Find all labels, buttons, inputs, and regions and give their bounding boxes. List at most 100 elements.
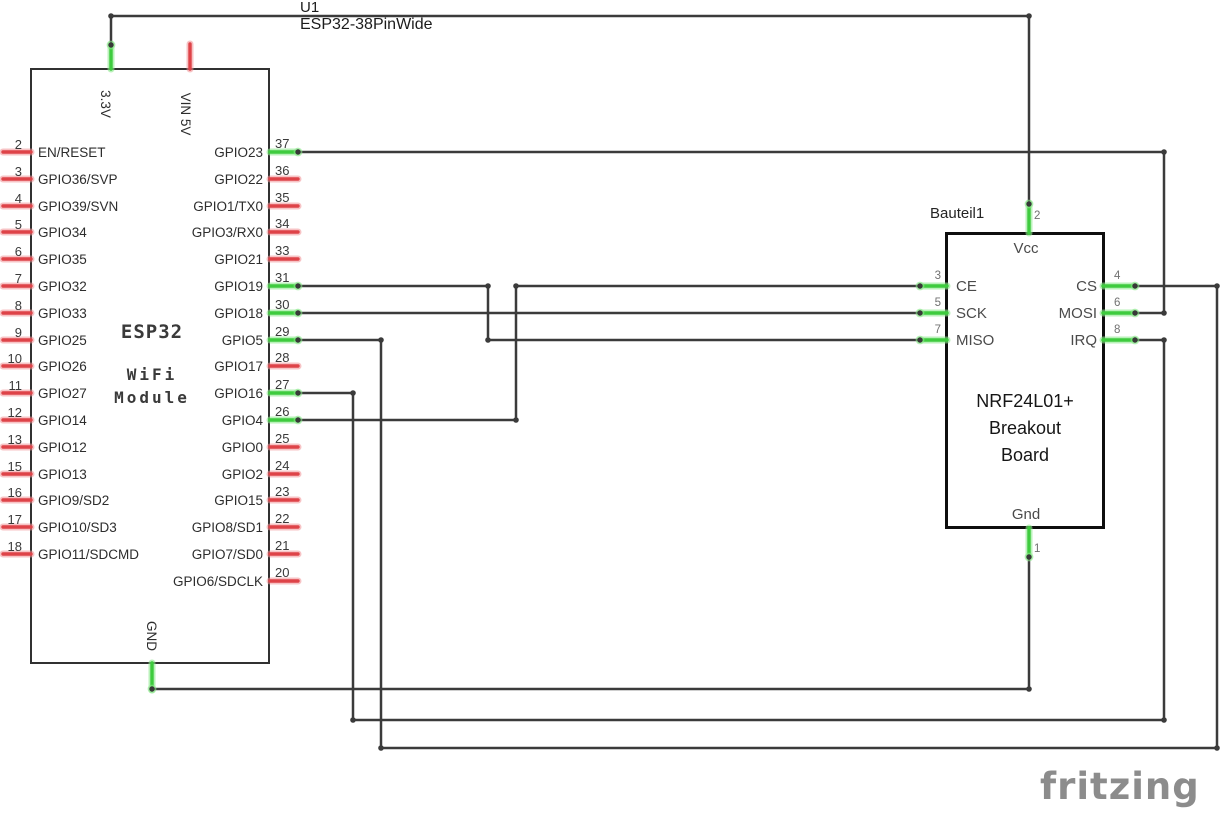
nrf-name-line2: Breakout (988, 418, 1062, 438)
wire-bendpoint-dot (1161, 717, 1167, 723)
pin-number: 1 (1034, 543, 1040, 555)
wire-terminal-halo (293, 308, 303, 318)
pin-number: 5 (15, 217, 22, 232)
wire-bendpoint-dot (350, 390, 356, 396)
wire-terminal-dot (295, 390, 301, 396)
pin-number: 8 (15, 298, 22, 313)
wire-terminal-dot (295, 417, 301, 423)
nrf-designator: Bauteil1 (930, 205, 985, 222)
pin-number: 25 (275, 431, 289, 446)
pin-number: 9 (15, 325, 22, 340)
pin-number: 17 (8, 512, 22, 527)
pin-number: 6 (15, 244, 22, 259)
wire-terminal-halo (1130, 308, 1140, 318)
pin-number: 15 (8, 459, 22, 474)
wire-terminal-halo (293, 147, 303, 157)
wire-terminal-halo (293, 388, 303, 398)
wire-terminal-dot (295, 310, 301, 316)
pin-number: 8 (1114, 324, 1120, 336)
wire-terminal-halo (1130, 281, 1140, 291)
wire-bendpoint-dot (108, 13, 114, 19)
pin-number: 4 (1114, 270, 1121, 282)
pin-number: 7 (935, 324, 941, 336)
wire-terminal-halo (915, 308, 925, 318)
wire-bendpoint-dot (485, 337, 491, 343)
pin-number: 24 (275, 458, 289, 473)
wire-bendpoint-dot (378, 337, 384, 343)
wire-terminal-halo (1024, 199, 1034, 209)
wire-terminal-dot (1026, 554, 1032, 560)
wire-terminal-dot (1132, 310, 1138, 316)
fritzing-logo: fritzing (1040, 765, 1200, 808)
pin-number: 31 (275, 270, 289, 285)
pin-number: 29 (275, 324, 289, 339)
wire-terminal-dot (917, 337, 923, 343)
wire-bendpoint-dot (378, 745, 384, 751)
pin-number: 11 (9, 378, 23, 393)
wire-terminal-dot (917, 283, 923, 289)
wire-terminal-dot (917, 310, 923, 316)
wire-gnd-gnd[interactable] (150, 555, 1031, 691)
pin-number: 5 (935, 297, 941, 309)
wire-terminal-dot (295, 283, 301, 289)
esp32-subtitle-module: Module (114, 388, 190, 407)
wire-bendpoint-dot (1214, 745, 1220, 751)
esp32-title: ESP32 (120, 321, 184, 343)
wire-terminal-halo (293, 335, 303, 345)
esp32-designator: U1 (300, 0, 320, 16)
wire-bendpoint-dot (350, 717, 356, 723)
pin-number: 34 (275, 216, 289, 231)
wire-terminal-halo (915, 281, 925, 291)
pin-number: 3 (935, 270, 941, 282)
wire-terminal-dot (1132, 283, 1138, 289)
wire-terminal-dot (108, 42, 114, 48)
pin-number: 20 (275, 565, 289, 580)
pin-number: 13 (8, 432, 22, 447)
pin-number: 4 (15, 191, 22, 206)
nrf-name-line3: Board (1000, 445, 1050, 465)
pin-number: 21 (275, 538, 289, 553)
wire-bendpoint-dot (1161, 337, 1167, 343)
wire-bendpoint-dot (1161, 310, 1167, 316)
wire-bendpoint-dot (513, 417, 519, 423)
wire-terminal-dot (1026, 201, 1032, 207)
nrf-name-line1: NRF24L01+ (976, 391, 1074, 411)
pin-number: 26 (275, 404, 289, 419)
wire-terminal-halo (293, 281, 303, 291)
wire-bendpoint-dot (485, 283, 491, 289)
pin-number: 2 (15, 137, 22, 152)
pin-number: 16 (8, 485, 22, 500)
wire-terminal-halo (1130, 335, 1140, 345)
wire-terminal-halo (147, 684, 157, 694)
pin-number: 33 (275, 243, 289, 258)
pin-number: 28 (275, 350, 289, 365)
pin-number: 10 (8, 351, 22, 366)
pin-number: 35 (275, 190, 289, 205)
esp32-part-name: ESP32-38PinWide (300, 16, 433, 33)
pin-number: 23 (275, 484, 289, 499)
wire-terminal-halo (915, 335, 925, 345)
wire-bendpoint-dot (1026, 686, 1032, 692)
pin-number: 18 (8, 539, 22, 554)
wire-gpio19-miso[interactable] (296, 284, 922, 342)
pin-number: 6 (1114, 297, 1120, 309)
wire-terminal-halo (293, 415, 303, 425)
wire-bendpoint-dot (1214, 283, 1220, 289)
wire-terminal-dot (1132, 337, 1138, 343)
pin-number: 30 (275, 297, 289, 312)
wire-bendpoint-dot (1161, 149, 1167, 155)
pin-number: 36 (275, 163, 289, 178)
wire-gpio4-ce[interactable] (296, 284, 922, 422)
pin-number: 2 (1034, 210, 1040, 222)
wire-terminal-halo (1024, 552, 1034, 562)
nrf24l01-component-box[interactable] (945, 232, 1105, 529)
wire-terminal-dot (295, 149, 301, 155)
pin-number: 3 (15, 164, 22, 179)
wire-bendpoint-dot (1026, 13, 1032, 19)
pin-number: 27 (275, 377, 289, 392)
pin-number: 37 (275, 136, 289, 151)
pin-number: 12 (8, 405, 22, 420)
pin-number: 7 (15, 271, 22, 286)
nrf-part-name: NRF24L01+ Breakout Board (945, 388, 1105, 469)
